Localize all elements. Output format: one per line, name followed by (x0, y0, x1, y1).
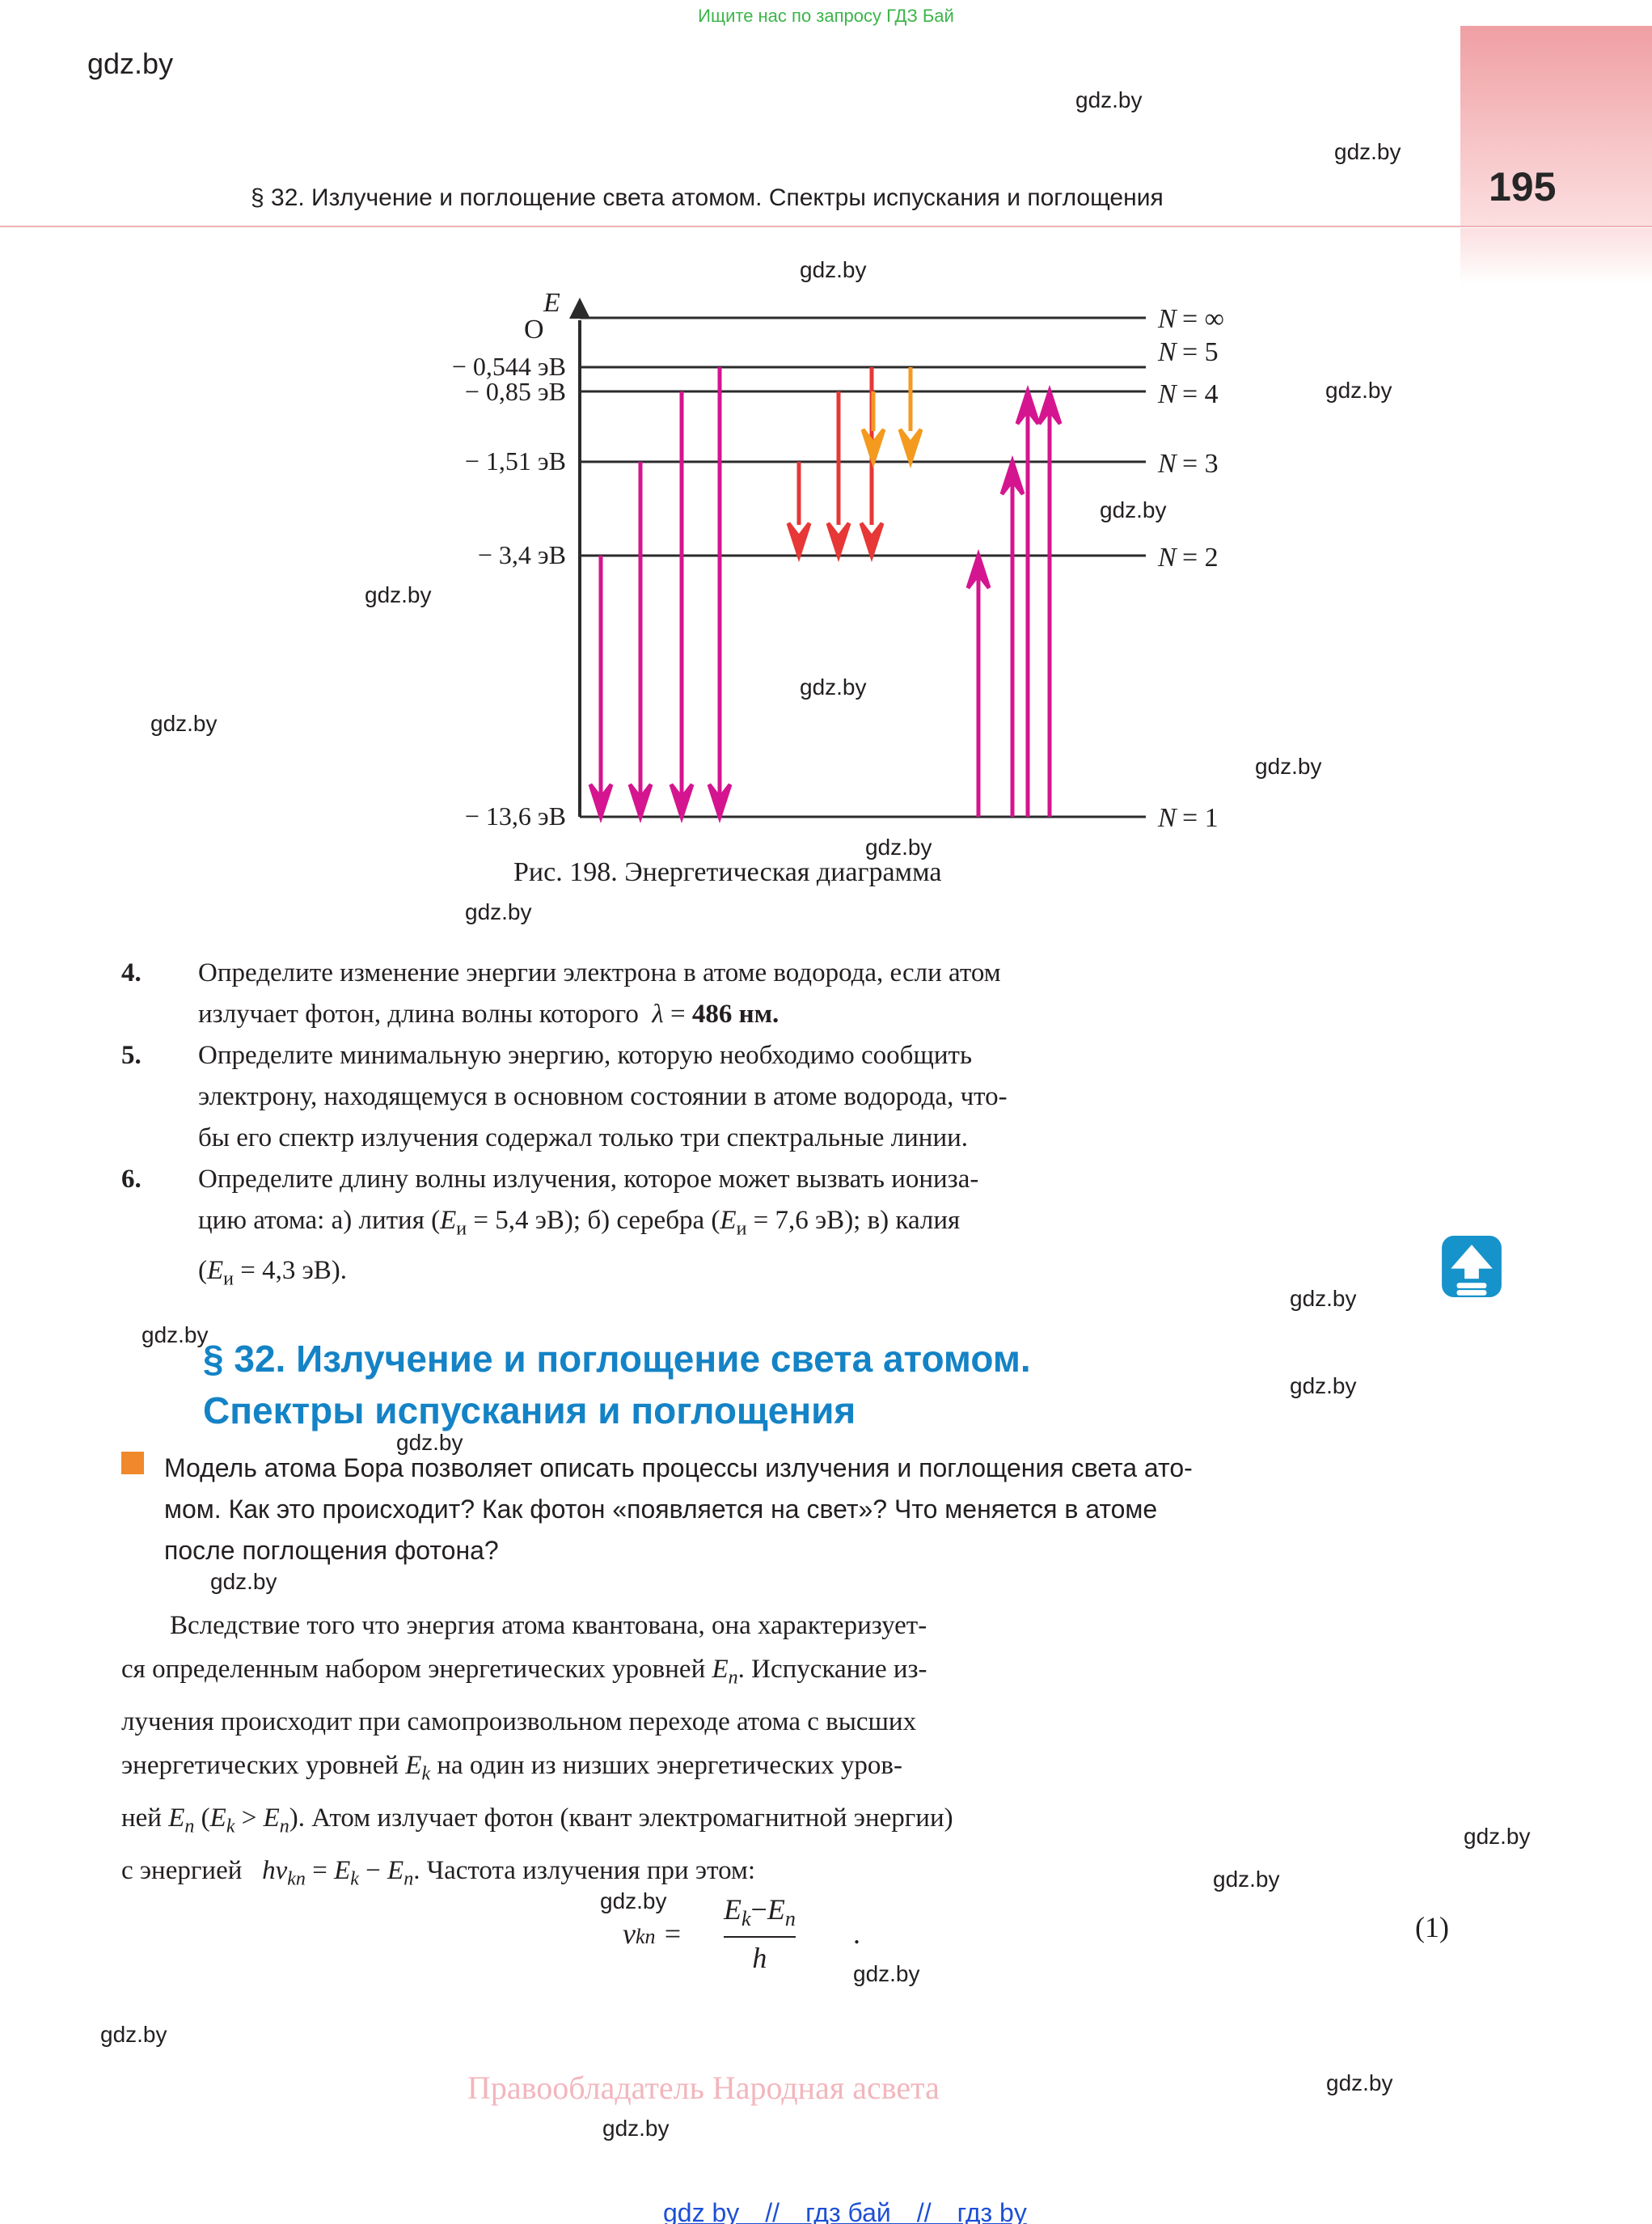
svg-text:= 1: = 1 (1182, 803, 1219, 833)
svg-text:N: N (1157, 543, 1178, 573)
svg-text:N: N (1157, 304, 1178, 334)
svg-text:− 13,6 эВ: − 13,6 эВ (465, 801, 566, 831)
svg-text:N: N (1157, 337, 1178, 367)
svg-text:− 0,85 эВ: − 0,85 эВ (465, 377, 566, 406)
svg-text:= ∞: = ∞ (1182, 304, 1224, 334)
svg-text:O: O (524, 315, 544, 345)
svg-text:= 3: = 3 (1182, 449, 1219, 479)
svg-text:N: N (1157, 803, 1178, 833)
svg-text:N: N (1157, 379, 1178, 409)
svg-text:E: E (543, 288, 560, 318)
svg-text:= 4: = 4 (1182, 379, 1219, 409)
svg-text:= 5: = 5 (1182, 337, 1219, 367)
svg-text:= 2: = 2 (1182, 543, 1219, 573)
svg-text:N: N (1157, 449, 1178, 479)
svg-text:− 1,51 эВ: − 1,51 эВ (465, 446, 566, 476)
svg-text:− 3,4 эВ: − 3,4 эВ (478, 540, 566, 569)
